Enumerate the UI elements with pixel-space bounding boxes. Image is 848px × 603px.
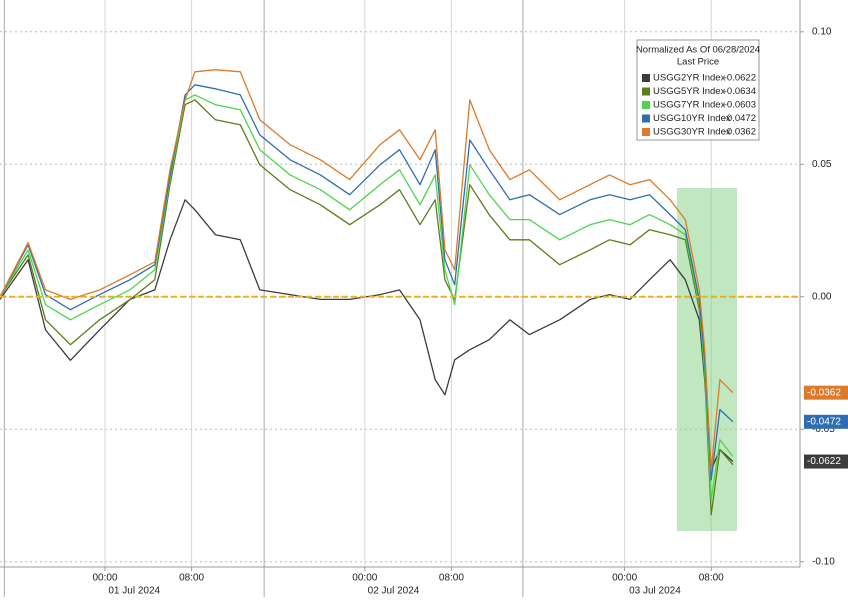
legend-swatch	[642, 74, 650, 82]
legend-subtitle: Last Price	[677, 57, 719, 68]
y-tick-label: -0.05	[812, 424, 835, 435]
legend-swatch	[642, 128, 650, 136]
legend-value: -0.0603	[724, 100, 756, 111]
legend-title: Normalized As Of 06/28/2024	[636, 45, 760, 56]
x-group-label: 03 Jul 2024	[629, 586, 681, 597]
y-tick-label: -0.10	[812, 556, 835, 567]
x-group-label: 01 Jul 2024	[108, 586, 160, 597]
series-line	[0, 199, 734, 471]
legend-swatch	[642, 114, 650, 123]
legend-label: USGG5YR Index	[653, 86, 726, 97]
last-price-label: -0.0472	[807, 416, 841, 427]
legend: Normalized As Of 06/28/2024 Last Price U…	[636, 39, 760, 141]
legend-box	[636, 39, 760, 141]
legend-label: USGG30YR Index	[653, 127, 731, 138]
x-tick-label: 08:00	[699, 573, 724, 584]
last-price-label: -0.0622	[807, 456, 841, 467]
last-price-tag	[804, 385, 848, 400]
y-tick-label: 0.10	[812, 26, 832, 37]
x-tick-label: 00:00	[352, 573, 377, 584]
legend-value: -0.0634	[724, 86, 756, 97]
x-tick-label: 00:00	[92, 573, 117, 584]
legend-value: -0.0472	[724, 113, 756, 124]
legend-label: USGG10YR Index	[653, 113, 731, 124]
x-tick-label: 08:00	[439, 573, 464, 584]
y-tick-label: 0.00	[812, 291, 832, 302]
series-line	[0, 69, 734, 471]
legend-label: USGG7YR Index	[653, 100, 726, 111]
x-group-label: 02 Jul 2024	[368, 586, 420, 597]
series-line	[0, 99, 734, 516]
legend-swatch	[642, 101, 650, 109]
y-tick-label: 0.05	[812, 159, 832, 170]
legend-value: -0.0622	[724, 73, 756, 84]
lines	[0, 69, 800, 516]
legend-swatch	[642, 87, 650, 96]
last-price-tag	[804, 454, 848, 469]
x-tick-label: 00:00	[612, 573, 637, 584]
last-price-label: -0.0362	[807, 387, 841, 398]
x-tick-label: 08:00	[179, 573, 204, 584]
legend-value: -0.0362	[724, 127, 756, 138]
legend-label: USGG2YR Index	[653, 73, 726, 84]
last-price-tag	[804, 414, 848, 429]
axes: 0.10 0.05 0.00 -0.05 -0.10 00:00 08:00 00:00 08:…	[92, 26, 848, 597]
series-line	[0, 94, 734, 501]
